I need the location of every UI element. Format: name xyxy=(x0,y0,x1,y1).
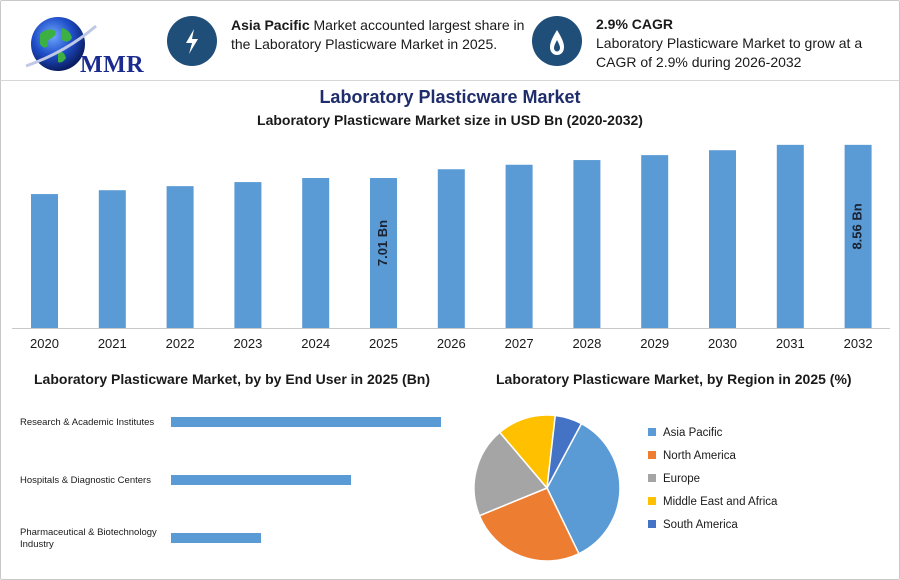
x-tick-label: 2024 xyxy=(301,336,330,351)
x-tick-label: 2021 xyxy=(98,336,127,351)
end-user-bar xyxy=(171,417,441,427)
region-chart-title: Laboratory Plasticware Market, by Region… xyxy=(496,371,852,387)
x-tick-label: 2022 xyxy=(166,336,195,351)
end-user-bar-chart: Research & Academic Institutes Hospitals … xyxy=(20,417,441,550)
cagr-text: Laboratory Plasticware Market to grow at… xyxy=(596,35,863,70)
end-user-bar xyxy=(171,533,261,543)
bar-2027 xyxy=(505,164,533,328)
end-user-label: Pharmaceutical & Biotechnology Industry xyxy=(20,527,157,550)
legend-swatch xyxy=(648,451,656,459)
bar-2029 xyxy=(641,155,669,328)
x-tick-label: 2023 xyxy=(233,336,262,351)
x-tick-label: 2026 xyxy=(437,336,466,351)
data-label: 7.01 Bn xyxy=(375,220,390,266)
legend-label: North America xyxy=(663,450,736,462)
data-label: 8.56 Bn xyxy=(850,203,865,249)
legend-label: Asia Pacific xyxy=(663,427,723,439)
bar-2020 xyxy=(31,194,58,328)
region-share-body: Market accounted largest share in the La… xyxy=(231,17,525,52)
bar-2023 xyxy=(234,182,262,328)
globe-icon xyxy=(25,17,97,71)
end-user-bar xyxy=(171,475,351,485)
x-tick-label: 2031 xyxy=(776,336,805,351)
end-user-label: Research & Academic Institutes xyxy=(20,417,154,428)
end-user-chart-title: Laboratory Plasticware Market, by by End… xyxy=(34,371,431,387)
legend-swatch xyxy=(648,520,656,528)
cagr-title: 2.9% CAGR xyxy=(596,16,674,32)
header-divider xyxy=(0,80,900,81)
x-tick-label: 2032 xyxy=(844,336,873,351)
region-pie-chart: Asia Pacific North America Europe Middle Ea… xyxy=(473,414,778,562)
x-tick-label: 2020 xyxy=(30,336,59,351)
end-user-label: Hospitals & Diagnostic Centers xyxy=(20,475,151,486)
bar-2021 xyxy=(98,190,126,328)
growth-icon xyxy=(532,16,582,66)
pie-slice-middle-east-and-africa xyxy=(498,414,557,490)
bar-2031 xyxy=(776,144,804,328)
mmr-logo: MMR xyxy=(18,14,144,78)
bar-2024 xyxy=(302,178,330,328)
logo-text: MMR xyxy=(80,52,145,78)
lightning-icon xyxy=(167,16,217,66)
legend-label: South America xyxy=(663,519,738,531)
pie-slice-europe xyxy=(473,431,549,517)
x-tick-label: 2029 xyxy=(640,336,669,351)
x-tick-label: 2030 xyxy=(708,336,737,351)
region-share-highlight: Asia Pacific xyxy=(231,17,310,33)
legend-label: Middle East and Africa xyxy=(663,496,778,508)
legend-swatch xyxy=(648,428,656,436)
x-tick-label: 2027 xyxy=(505,336,534,351)
legend-label: Europe xyxy=(663,473,700,485)
bar-2030 xyxy=(709,150,736,328)
bar-chart-title: Laboratory Plasticware Market size in US… xyxy=(257,112,643,128)
x-tick-label: 2028 xyxy=(572,336,601,351)
bar-2028 xyxy=(573,160,601,328)
bar-2025 xyxy=(370,178,397,328)
x-tick-label: 2025 xyxy=(369,336,398,351)
market-size-bar-chart: 2020 2021 2022 2023 2024 2025 7.01 Bn 2026 2027 2… xyxy=(12,144,890,351)
pie-slice-south-america xyxy=(546,414,583,489)
bar-2022 xyxy=(166,186,194,328)
page-title: Laboratory Plasticware Market xyxy=(319,87,581,107)
bar-2026 xyxy=(437,169,465,328)
pie-slice-asia-pacific xyxy=(546,422,621,555)
legend-swatch xyxy=(648,497,656,505)
bar-2032 xyxy=(844,144,872,328)
region-share-text: Asia Pacific Market accounted largest sh… xyxy=(231,16,531,54)
legend-swatch xyxy=(648,474,656,482)
